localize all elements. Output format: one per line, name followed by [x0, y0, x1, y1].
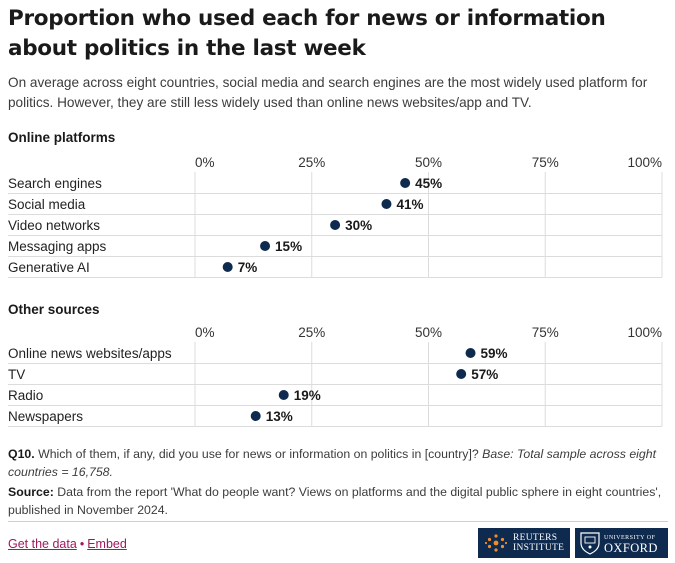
data-label: 7% [238, 260, 258, 275]
data-label: 19% [294, 388, 321, 403]
section-title-online-platforms: Online platforms [8, 130, 116, 145]
category-label: Newspapers [8, 409, 83, 424]
reuters-logo-line1: Reuters [513, 533, 558, 543]
x-tick-label: 0% [195, 325, 215, 340]
footer-links: Get the data • Embed [8, 537, 127, 551]
data-label: 41% [396, 197, 423, 212]
source-note: Source: Data from the report 'What do pe… [8, 483, 673, 519]
x-tick-label: 50% [415, 325, 442, 340]
data-point [465, 348, 476, 358]
data-label: 13% [266, 409, 293, 424]
reuters-dots-icon [484, 534, 508, 552]
x-tick-label: 0% [195, 155, 215, 170]
chart-subtitle: On average across eight countries, socia… [8, 75, 648, 110]
category-label: Messaging apps [8, 239, 107, 254]
x-tick-label: 100% [627, 325, 662, 340]
oxford-logo: University of Oxford [575, 528, 668, 558]
x-tick-label: 100% [627, 155, 662, 170]
data-point [330, 220, 341, 230]
x-tick-label: 25% [298, 325, 325, 340]
embed-link[interactable]: Embed [87, 537, 127, 551]
data-point [260, 241, 271, 251]
category-label: Video networks [8, 218, 100, 233]
category-label: Generative AI [8, 260, 90, 275]
get-the-data-link[interactable]: Get the data [8, 537, 77, 551]
category-label: Search engines [8, 176, 102, 191]
reuters-institute-logo: Reuters Institute [478, 528, 570, 558]
question-label: Q10. [8, 447, 35, 461]
x-tick-label: 75% [532, 155, 559, 170]
footer-divider [8, 521, 668, 522]
source-label: Source: [8, 485, 54, 499]
question-text: Which of them, if any, did you use for n… [38, 447, 479, 461]
data-label: 45% [415, 176, 442, 191]
data-label: 57% [471, 367, 498, 382]
data-label: 59% [481, 346, 508, 361]
link-separator: • [79, 537, 85, 551]
oxford-crest-icon [580, 532, 600, 555]
data-point [222, 262, 233, 272]
base-text: Base: Total sample across eight countrie… [8, 447, 656, 479]
data-point [400, 178, 411, 188]
data-point [381, 199, 392, 209]
data-label: 30% [345, 218, 372, 233]
data-point [456, 369, 467, 379]
oxford-logo-line2: Oxford [604, 541, 658, 555]
data-point [250, 411, 261, 421]
x-tick-label: 75% [532, 325, 559, 340]
oxford-logo-line1: University of [604, 535, 656, 541]
x-tick-label: 25% [298, 155, 325, 170]
chart-title: Proportion who used each for news or inf… [8, 6, 606, 61]
question-note: Q10. Which of them, if any, did you use … [8, 445, 673, 481]
reuters-logo-line2: Institute [513, 543, 565, 553]
section-title-other-sources: Other sources [8, 302, 100, 317]
category-label: Radio [8, 388, 43, 403]
category-label: Social media [8, 197, 86, 212]
dot-chart: 0% 25% 50% 75% 100% Search engines 45% Social m… [8, 155, 663, 427]
data-point [278, 390, 289, 400]
x-tick-label: 50% [415, 155, 442, 170]
category-label: Online news websites/apps [8, 346, 172, 361]
source-text: Data from the report 'What do people wan… [8, 485, 662, 517]
data-label: 15% [275, 239, 302, 254]
category-label: TV [8, 367, 25, 382]
